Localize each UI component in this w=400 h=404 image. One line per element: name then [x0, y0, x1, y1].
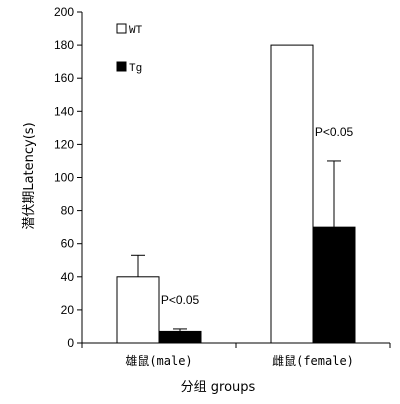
annotation-p-value-1: P<0.05 — [315, 125, 354, 139]
bar-wt-1 — [270, 44, 314, 344]
x-axis-title: 分组 groups — [181, 380, 256, 395]
y-axis-title: 潜伏期Latency(s) — [22, 122, 37, 229]
y-tick-label: 160 — [54, 71, 74, 85]
error-bars — [131, 160, 341, 332]
labels: 雄鼠(male) 雌鼠(female) P<0.05 P<0.05 — [125, 125, 354, 368]
y-tick-label: 140 — [54, 104, 74, 118]
annotation-p-value-0: P<0.05 — [161, 293, 200, 307]
category-label-1: 雌鼠(female) — [272, 353, 354, 368]
legend-label-wt: WT — [129, 25, 143, 37]
legend: WT Tg — [116, 23, 143, 75]
bar-wt-0 — [116, 276, 160, 344]
y-tick-label: 100 — [54, 171, 74, 185]
y-tick-label: 180 — [54, 38, 74, 52]
y-tick-label: 120 — [54, 137, 74, 151]
legend-swatch-wt — [116, 23, 127, 34]
y-tick-label: 20 — [61, 303, 75, 317]
bar-tg-1 — [312, 226, 356, 344]
y-tick-label: 40 — [61, 270, 75, 284]
legend-swatch-tg — [116, 61, 127, 72]
y-tick-label: 200 — [54, 5, 74, 19]
bar-tg-0 — [158, 330, 202, 344]
y-tick-label: 60 — [61, 237, 75, 251]
y-tick-label: 0 — [67, 336, 74, 350]
bars — [116, 44, 356, 344]
axes: 0 20 40 60 80 100 120 140 160 180 200 — [54, 5, 391, 350]
y-tick-label: 80 — [61, 204, 75, 218]
category-label-0: 雄鼠(male) — [125, 353, 192, 368]
legend-label-tg: Tg — [129, 63, 142, 75]
